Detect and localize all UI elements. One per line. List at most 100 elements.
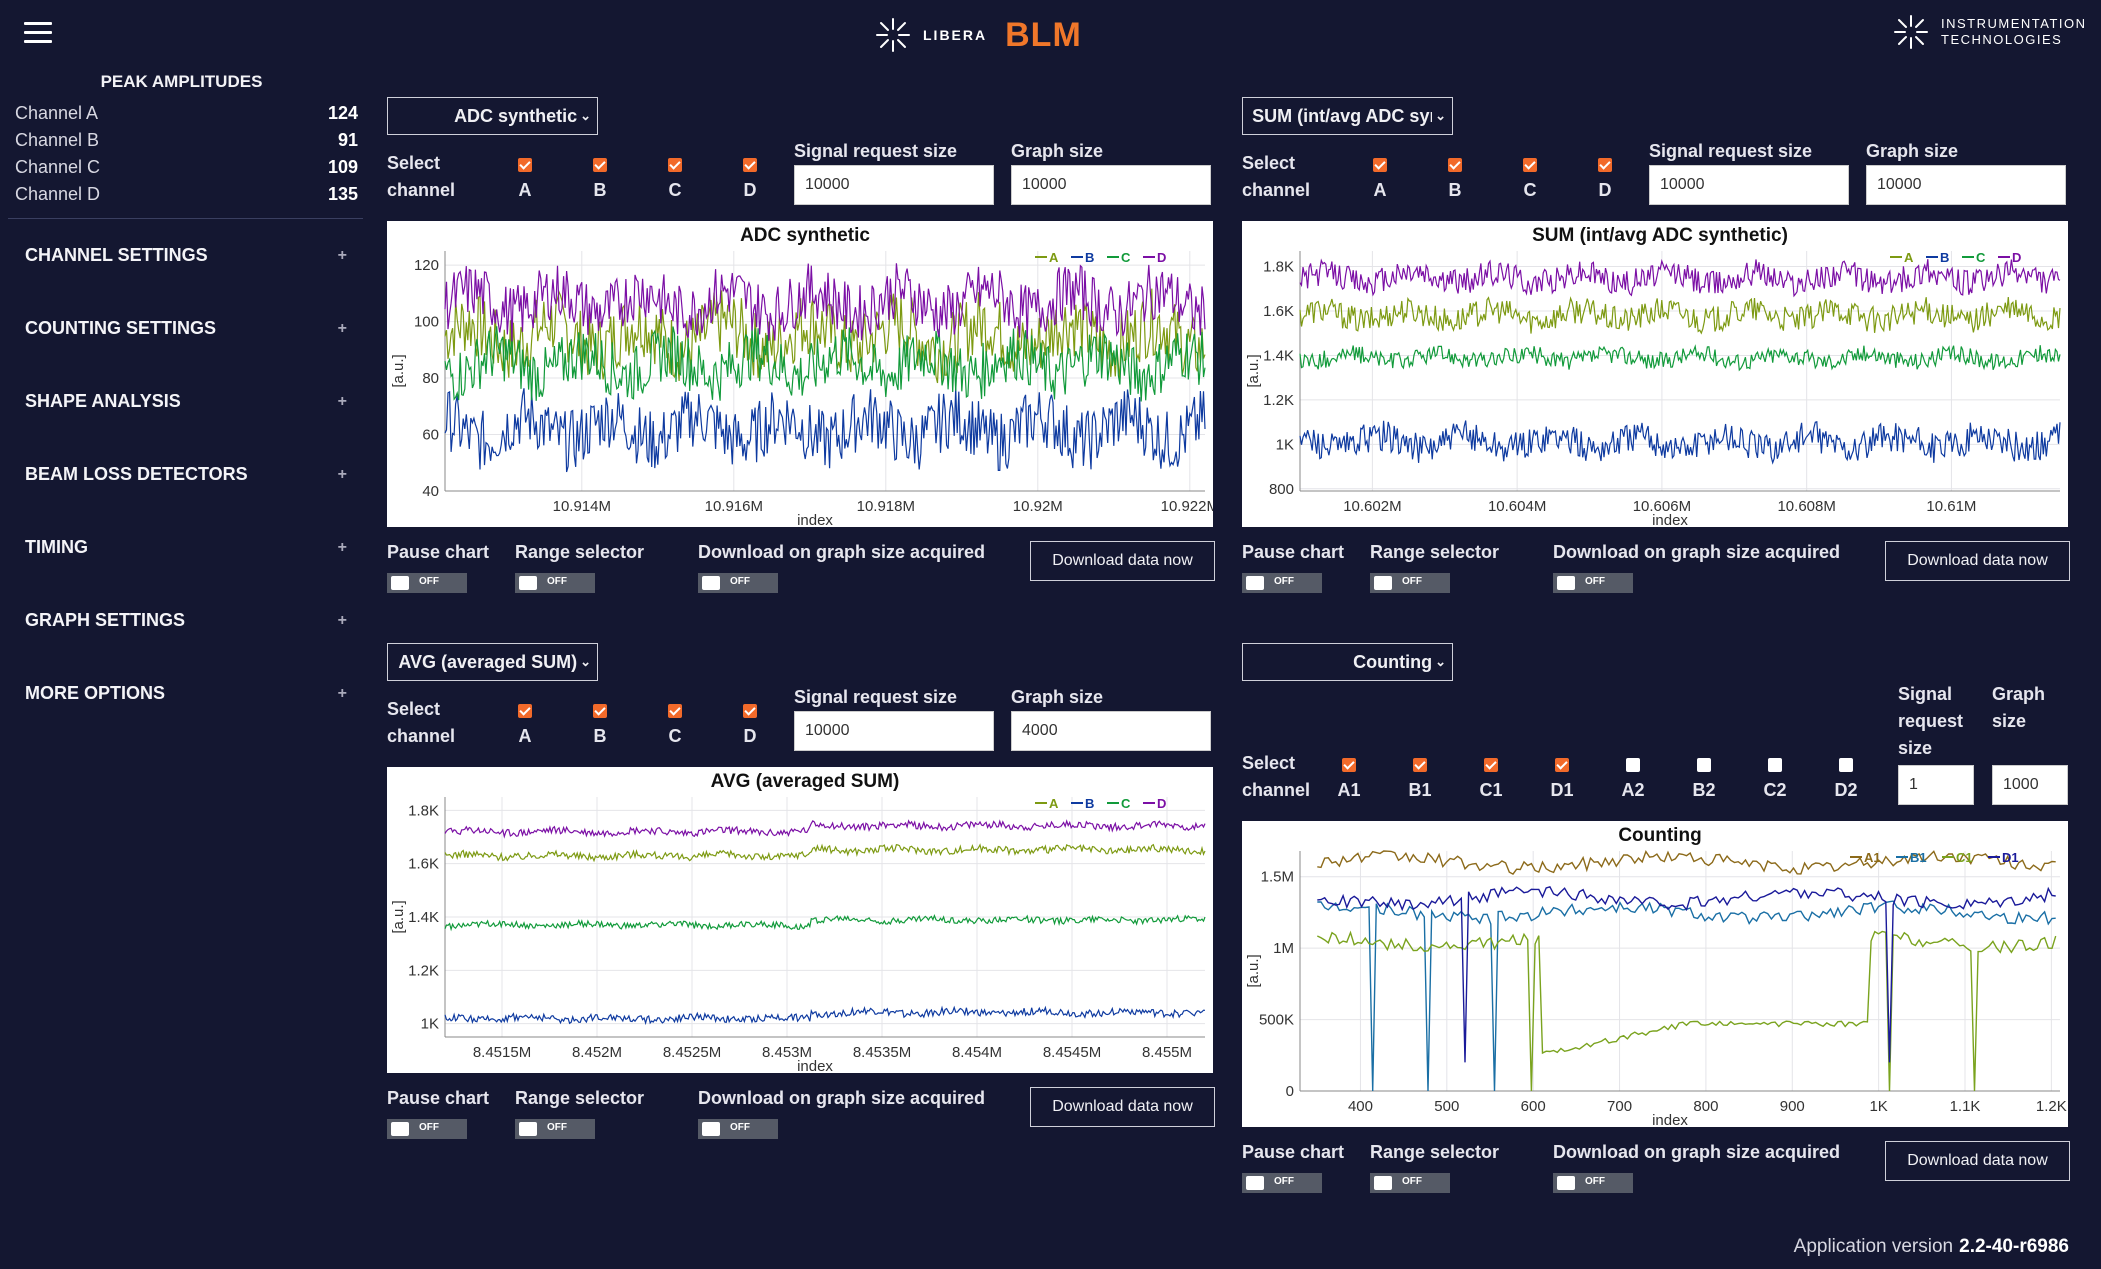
graph-size-label-1: Graph (1992, 684, 2046, 704)
chart-svg: 1K 1.2K 1.4K 1.6K 1.8K 8.4515M 8.452M 8.4525M 8.… (390, 771, 1206, 1073)
signal-select[interactable]: AVG (averaged SUM) ⌄ (387, 643, 598, 681)
download-auto-toggle[interactable]: OFF (698, 1119, 778, 1139)
signal-select[interactable]: ADC synthetic ⌄ (387, 97, 598, 135)
channel-label: channel (387, 726, 456, 746)
graph-size-input[interactable]: 10000 (1866, 165, 2066, 205)
download-now-button[interactable]: Download data now (1030, 1087, 1215, 1127)
section-more-options[interactable]: MORE OPTIONS + (8, 657, 363, 730)
signal-size-input[interactable]: 10000 (794, 711, 994, 751)
download-auto-toggle[interactable]: OFF (1553, 1173, 1633, 1193)
plus-icon: + (337, 319, 347, 337)
section-beam-loss-detectors[interactable]: BEAM LOSS DETECTORS + (8, 438, 363, 511)
graph-size-input[interactable]: 4000 (1011, 711, 1211, 751)
chevron-down-icon: ⌄ (580, 654, 591, 669)
signal-select[interactable]: Counting ⌄ (1242, 643, 1453, 681)
company-line-2: TECHNOLOGIES (1941, 32, 2063, 47)
checkbox-a[interactable] (518, 158, 532, 172)
series-line-d1 (1317, 885, 2056, 1063)
signal-size-input[interactable]: 10000 (1649, 165, 1849, 205)
download-now-button[interactable]: Download data now (1030, 541, 1215, 581)
checkbox-d2[interactable] (1839, 758, 1853, 772)
channel-letter: B2 (1692, 780, 1716, 800)
peak-value: 124 (327, 103, 358, 123)
graph-size-input[interactable]: 1000 (1992, 765, 2068, 805)
series-line-b (444, 387, 1206, 473)
checkbox-a[interactable] (1373, 158, 1387, 172)
y-tick-label: 1K (1276, 436, 1294, 453)
graph-size-input[interactable]: 10000 (1011, 165, 1211, 205)
y-tick-label: 1.2K (408, 962, 439, 979)
signal-size-input[interactable]: 10000 (794, 165, 994, 205)
pause-toggle[interactable]: OFF (387, 1119, 467, 1139)
x-tick-label: 8.4525M (663, 1044, 721, 1061)
menu-icon[interactable] (24, 22, 52, 44)
section-shape-analysis[interactable]: SHAPE ANALYSIS + (8, 365, 363, 438)
checkbox-b[interactable] (593, 158, 607, 172)
checkbox-c2[interactable] (1768, 758, 1782, 772)
checkbox-c[interactable] (1523, 158, 1537, 172)
series-line-a1 (1317, 849, 2056, 876)
chart-sum[interactable]: 800 1K 1.2K 1.4K 1.6K 1.8K 10.602M 10.604M 10.60… (1242, 221, 2068, 527)
range-toggle[interactable]: OFF (515, 1119, 595, 1139)
signal-select[interactable]: SUM (int/avg ADC synthetic)⌄ (1242, 97, 1453, 135)
toggle-state: OFF (547, 576, 567, 587)
range-toggle[interactable]: OFF (515, 573, 595, 593)
section-label: SHAPE ANALYSIS (25, 391, 181, 411)
brand-small: LIBERA (923, 27, 988, 43)
checkbox-d1[interactable] (1555, 758, 1569, 772)
pause-label: Pause chart (1242, 542, 1345, 562)
section-timing[interactable]: TIMING + (8, 511, 363, 584)
chart-svg: 0 500K 1M 1.5M 400 500 600 700 800 900 1K 1.1K 1.2K C… (1245, 825, 2067, 1127)
brand-title: BLM (1005, 15, 1082, 54)
pause-toggle[interactable]: OFF (1242, 1173, 1322, 1193)
section-channel-settings[interactable]: CHANNEL SETTINGS + (8, 219, 363, 292)
checkbox-c1[interactable] (1484, 758, 1498, 772)
legend-label: A (1049, 250, 1059, 265)
section-counting-settings[interactable]: COUNTING SETTINGS + (8, 292, 363, 365)
checkbox-a1[interactable] (1342, 758, 1356, 772)
y-tick-label: 0 (1286, 1083, 1294, 1100)
download-now-button[interactable]: Download data now (1885, 1141, 2070, 1181)
toggle-state: OFF (1585, 576, 1605, 587)
panel-counting: Counting ⌄ Select channel A1 B1 C1 D1 A2 … (1242, 643, 2070, 1203)
section-label: GRAPH SETTINGS (25, 610, 186, 630)
x-tick-label: 8.4515M (473, 1044, 531, 1061)
select-label: Select (387, 153, 441, 173)
checkbox-d[interactable] (1598, 158, 1612, 172)
pause-toggle[interactable]: OFF (1242, 573, 1322, 593)
checkbox-a2[interactable] (1626, 758, 1640, 772)
checkbox-d[interactable] (743, 158, 757, 172)
checkbox-c[interactable] (668, 704, 682, 718)
range-toggle[interactable]: OFF (1370, 1173, 1450, 1193)
download-auto-toggle[interactable]: OFF (698, 573, 778, 593)
chart-avg[interactable]: 1K 1.2K 1.4K 1.6K 1.8K 8.4515M 8.452M 8.4525M 8.… (387, 767, 1213, 1073)
chart-svg: 800 1K 1.2K 1.4K 1.6K 1.8K 10.602M 10.604M 10.60… (1245, 225, 2061, 527)
chart-counting[interactable]: 0 500K 1M 1.5M 400 500 600 700 800 900 1K 1.1K 1.2K C… (1242, 821, 2068, 1127)
signal-size-label: Signal request size (794, 141, 958, 161)
signal-size-input[interactable]: 1 (1898, 765, 1974, 805)
legend-label: A1 (1864, 850, 1881, 865)
checkbox-d[interactable] (743, 704, 757, 718)
x-tick-label: 8.454M (952, 1044, 1002, 1061)
chart-svg: 40 60 80 100 120 10.914M 10.916M 10.918M 10.92M 1… (390, 225, 1213, 527)
checkbox-b[interactable] (1448, 158, 1462, 172)
peak-value: 135 (327, 184, 358, 204)
x-tick-label: 1K (1869, 1098, 1887, 1115)
pause-toggle[interactable]: OFF (387, 573, 467, 593)
range-toggle[interactable]: OFF (1370, 573, 1450, 593)
libera-star-icon (876, 18, 910, 52)
peak-row: Channel C 109 (0, 154, 358, 181)
section-graph-settings[interactable]: GRAPH SETTINGS + (8, 584, 363, 657)
download-auto-toggle[interactable]: OFF (1553, 573, 1633, 593)
checkbox-b2[interactable] (1697, 758, 1711, 772)
download-now-button[interactable]: Download data now (1885, 541, 2070, 581)
y-axis-label: [a.u.] (390, 900, 407, 933)
checkbox-b1[interactable] (1413, 758, 1427, 772)
checkbox-b[interactable] (593, 704, 607, 718)
checkbox-a[interactable] (518, 704, 532, 718)
checkbox-c[interactable] (668, 158, 682, 172)
series-line-b1 (1317, 900, 2056, 1092)
chart-adc[interactable]: 40 60 80 100 120 10.914M 10.916M 10.918M 10.92M 1… (387, 221, 1213, 527)
select-label: Select (1242, 153, 1296, 173)
y-axis-label: [a.u.] (1245, 354, 1262, 387)
